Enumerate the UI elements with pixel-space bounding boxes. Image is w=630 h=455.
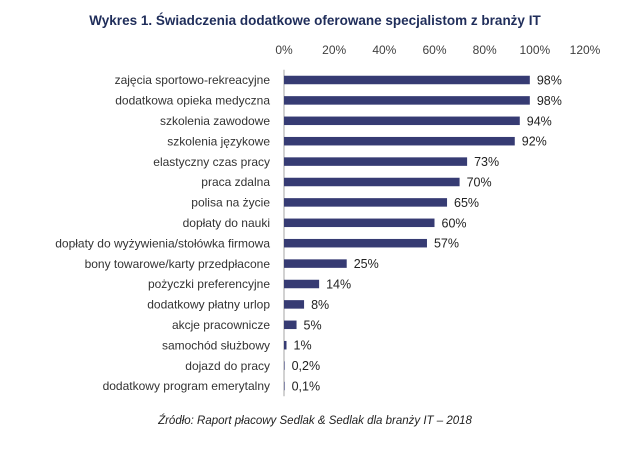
category-label: dodatkowy program emerytalny <box>103 379 270 393</box>
x-tick-label: 120% <box>570 43 601 57</box>
x-tick-label: 80% <box>473 43 497 57</box>
value-label: 14% <box>326 278 351 292</box>
bar <box>284 136 515 146</box>
bar <box>284 340 287 350</box>
value-label: 60% <box>442 216 467 230</box>
value-labels: 98% 98% 94% 92% 73% 70% 65% 60% 57% 25%14% 8% 5% 1% 0… <box>292 74 562 394</box>
x-tick-label: 20% <box>322 43 346 57</box>
bar <box>284 238 427 248</box>
bar <box>284 177 460 187</box>
bars <box>284 75 530 391</box>
bar <box>284 259 347 268</box>
category-label: bony towarowe/karty przedpłacone <box>85 257 271 271</box>
value-label: 0,2% <box>292 359 321 373</box>
category-label: szkolenia językowe <box>167 134 270 148</box>
category-label: zajęcia sportowo-rekreacyjne <box>115 73 271 87</box>
bar <box>284 320 297 330</box>
bar <box>284 381 285 391</box>
value-label: 94% <box>527 114 552 128</box>
bar <box>284 198 448 207</box>
x-tick-label: 40% <box>372 43 396 57</box>
value-label: 98% <box>537 94 562 108</box>
category-label: samochód służbowy <box>162 338 270 352</box>
value-label: 92% <box>522 135 547 149</box>
category-label: pożyczki preferencyjne <box>148 277 270 291</box>
category-labels: zajęcia sportowo-rekreacyjne dodatkowa op… <box>55 73 270 393</box>
value-label: 25% <box>354 257 379 271</box>
category-label: dopłaty do nauki <box>183 216 270 230</box>
value-label: 65% <box>454 196 479 210</box>
bar <box>284 279 320 289</box>
bar <box>284 96 530 105</box>
bar <box>284 157 468 166</box>
category-label: dojazd do pracy <box>185 359 270 373</box>
category-label: dodatkowa opieka medyczna <box>115 94 270 108</box>
category-label: dopłaty do wyżywienia/stołówka firmowa <box>55 236 270 250</box>
bar <box>284 218 435 228</box>
source-note: Źródło: Raport płacowy Sedlak & Sedlak d… <box>158 415 472 427</box>
category-label: praca zdalna <box>201 175 270 189</box>
value-label: 5% <box>304 318 322 332</box>
bar <box>284 361 285 370</box>
category-label: polisa na życie <box>191 196 270 210</box>
bar <box>284 75 530 85</box>
category-label: akcje pracownicze <box>172 318 270 332</box>
x-axis: 0% 20% 40% 60% 80% 100% 120% <box>275 43 600 57</box>
category-label: szkolenia zawodowe <box>160 114 270 128</box>
category-label: elastyczny czas pracy <box>153 155 270 169</box>
x-tick-label: 100% <box>519 43 550 57</box>
value-label: 1% <box>294 339 312 353</box>
bar <box>284 116 520 126</box>
x-tick-label: 0% <box>275 43 293 57</box>
value-label: 0,1% <box>292 380 321 394</box>
chart-title: Wykres 1. Świadczenia dodatkowe oferowan… <box>89 13 541 28</box>
value-label: 98% <box>537 74 562 88</box>
bar <box>284 300 305 309</box>
value-label: 73% <box>474 155 499 169</box>
value-label: 70% <box>467 176 492 190</box>
category-label: dodatkowy płatny urlop <box>147 298 270 312</box>
value-label: 8% <box>311 298 329 312</box>
value-label: 57% <box>434 237 459 251</box>
x-tick-label: 60% <box>422 43 446 57</box>
